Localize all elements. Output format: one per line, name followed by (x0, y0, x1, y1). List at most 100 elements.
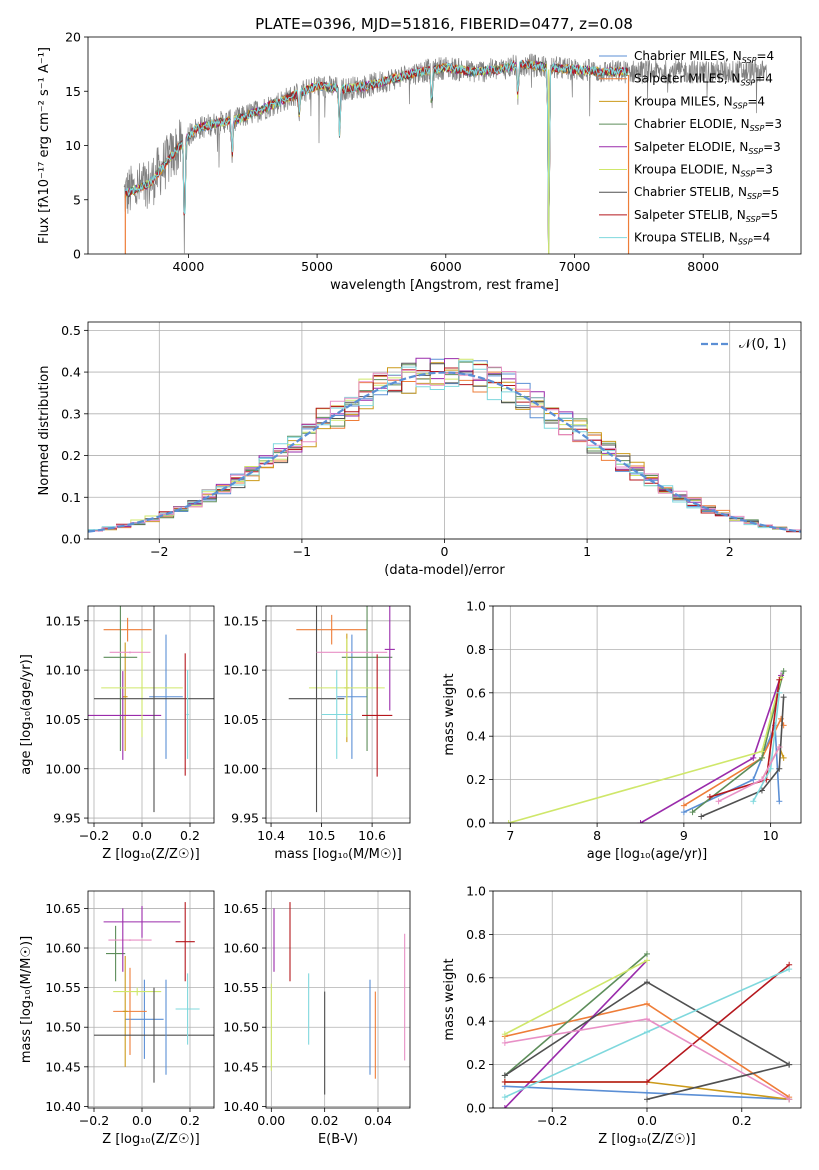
y-tick-label: 0.0 (466, 1101, 486, 1116)
x-axis-label: (data-model)/error (384, 563, 505, 578)
y-tick-label: 0.6 (466, 970, 486, 985)
mass_vs_ebv-panel: 0.00 0.02 0.04 10.40 10.45 10.50 10.55 10.60 10.… (223, 890, 411, 1147)
y-tick-label: 1.0 (466, 884, 486, 899)
y-tick-label: 0.1 (61, 490, 81, 505)
x-tick-label: 4000 (172, 259, 204, 274)
y-tick-label: 10.05 (45, 712, 81, 727)
y-tick-label: 10.55 (223, 980, 259, 995)
age_vs_mass-plot-area (288, 606, 395, 813)
x-tick-label: 0.0 (132, 1113, 152, 1128)
histogram-pink (88, 366, 801, 532)
age_vs_Z-panel: −0.2 0.0 0.2 9.95 10.00 10.05 10.10 10.15 Z [log… (19, 605, 215, 862)
mass_vs_Z-plot-area (94, 902, 214, 1083)
y-tick-label: 10.45 (223, 1059, 259, 1074)
axes-frame (87, 890, 215, 1109)
y-tick-label: 10.15 (223, 613, 259, 628)
figure-title: PLATE=0396, MJD=51816, FIBERID=0477, z=0… (255, 15, 633, 33)
y-tick-label: 10.10 (223, 663, 259, 678)
axes-frame (265, 605, 411, 824)
y-axis-label: mass weight (442, 958, 457, 1040)
y-axis-label: age [log₁₀(age/yr)] (19, 654, 34, 775)
axes-frame (492, 605, 802, 824)
model-spectrum-c_miles (124, 60, 629, 244)
spectrum-panel: 4000 5000 6000 7000 8000 0 5 10 15 20 wavelength [… (37, 30, 802, 293)
legend-label: 𝒩(0, 1) (739, 337, 786, 352)
x-tick-label: 0.0 (637, 1113, 657, 1128)
y-tick-label: 5 (73, 192, 81, 207)
y-tick-label: 10 (65, 138, 81, 153)
weight-line-c_elodie (504, 953, 648, 1077)
y-tick-label: 0.0 (466, 816, 486, 831)
y-axis-label: mass weight (442, 673, 457, 755)
y-tick-label: 0.2 (61, 448, 81, 463)
y-tick-label: 10.65 (45, 901, 81, 916)
y-tick-label: 10.40 (45, 1099, 81, 1114)
axes-frame (265, 890, 411, 1109)
x-tick-label: 10.4 (257, 828, 285, 843)
legend-label: Salpeter MILES, NSSP=4 (634, 72, 773, 88)
legend-label: Kroupa STELIB, NSSP=4 (634, 231, 770, 247)
y-tick-label: 0.6 (466, 685, 486, 700)
y-tick-label: 10.65 (223, 901, 259, 916)
x-tick-label: 0.0 (132, 828, 152, 843)
axes-frame (492, 890, 802, 1109)
x-axis-label: Z [log₁₀(Z/Z☉)] (598, 1132, 695, 1147)
y-tick-label: 0.4 (466, 1014, 486, 1029)
y-tick-label: 20 (65, 30, 81, 45)
age_vs_mass-panel: 10.4 10.5 10.6 9.95 10.00 10.05 10.10 10.15 mass… (223, 605, 411, 862)
model-spectrum-k_stelib (125, 59, 628, 244)
hist-panel: −2 −1 0 1 2 0.0 0.1 0.2 0.3 0.4 0.5 (data-model)/er… (37, 321, 802, 578)
spectrum-legend: Chabrier MILES, NSSP=4 Salpeter MILES, NS… (599, 49, 782, 247)
y-tick-label: 10.50 (45, 1020, 81, 1035)
y-axis-label: mass [log₁₀(M/M☉)] (19, 936, 34, 1063)
weight-line-k_elodie (504, 959, 648, 1035)
legend-label: Kroupa ELODIE, NSSP=3 (634, 163, 773, 179)
y-tick-label: 0.4 (61, 365, 81, 380)
y-tick-label: 10.55 (45, 980, 81, 995)
x-tick-label: 0.2 (180, 1113, 200, 1128)
axes-frame (87, 321, 802, 540)
legend-label: Salpeter STELIB, NSSP=5 (634, 208, 778, 224)
histogram-k_stelib (88, 360, 801, 531)
x-tick-label: 10.5 (308, 828, 336, 843)
y-tick-label: 10.05 (223, 712, 259, 727)
spectrum-plot-area (123, 53, 768, 254)
y-tick-label: 0.4 (466, 729, 486, 744)
model-spectrum-c_stelib (124, 60, 629, 244)
legend-label: Chabrier MILES, NSSP=4 (634, 49, 774, 65)
weight-line-c_stelib (700, 697, 785, 818)
weight_vs_Z-plot-area (501, 950, 793, 1108)
x-tick-label: 10 (763, 828, 779, 843)
x-tick-label: 7 (506, 828, 514, 843)
x-tick-label: 0.2 (180, 828, 200, 843)
x-tick-label: 0.02 (311, 1113, 339, 1128)
y-tick-label: 10.00 (223, 761, 259, 776)
weight-line-s_elodie (504, 959, 648, 1108)
weight-line-c_stelib (646, 1063, 790, 1101)
weight_vs_Z-panel: −0.2 0.0 0.2 0.0 0.2 0.4 0.6 0.8 1.0 Z [log₁₀(Z/Z… (442, 884, 802, 1147)
y-axis-label: Normed distribution (37, 366, 52, 496)
x-tick-label: 5000 (301, 259, 333, 274)
mass_vs_Z-panel: −0.2 0.0 0.2 10.40 10.45 10.50 10.55 10.60 10.65… (19, 890, 215, 1147)
x-tick-label: 0.00 (257, 1113, 285, 1128)
hist-legend: 𝒩(0, 1) (701, 337, 786, 352)
x-tick-label: 7000 (559, 259, 591, 274)
weight_vs_age-plot-area (505, 668, 787, 823)
y-tick-label: 10.10 (45, 663, 81, 678)
normal-curve (88, 371, 801, 533)
x-tick-label: 0.04 (364, 1113, 392, 1128)
axes-frame (87, 36, 802, 255)
y-tick-label: 9.95 (53, 811, 81, 826)
x-tick-label: −0.2 (79, 1113, 109, 1128)
x-tick-label: 6000 (430, 259, 462, 274)
x-tick-label: −2 (150, 544, 168, 559)
x-tick-label: 0.2 (732, 1113, 752, 1128)
y-tick-label: 0.8 (466, 642, 486, 657)
x-tick-label: 9 (680, 828, 688, 843)
y-tick-label: 0.0 (61, 532, 81, 547)
x-axis-label: wavelength [Angstrom, rest frame] (330, 278, 559, 293)
axes-frame (87, 605, 215, 824)
y-tick-label: 0.2 (466, 772, 486, 787)
